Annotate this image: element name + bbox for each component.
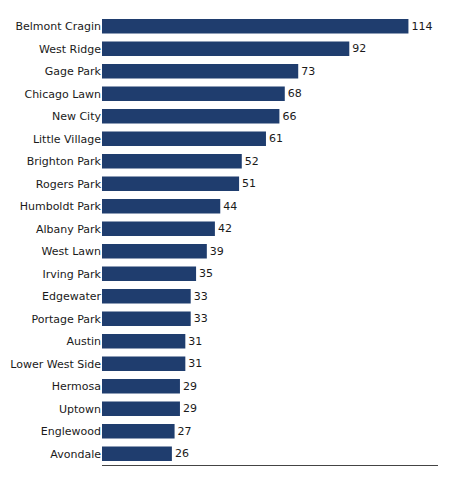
svg-text:Brighton Park: Brighton Park [27, 155, 102, 168]
svg-text:Englewood: Englewood [41, 425, 101, 438]
svg-text:Gage Park: Gage Park [45, 65, 102, 78]
svg-text:29: 29 [183, 380, 197, 393]
svg-text:Hermosa: Hermosa [52, 380, 101, 393]
svg-text:Lower West Side: Lower West Side [10, 358, 101, 371]
svg-text:35: 35 [199, 267, 213, 280]
svg-text:Austin: Austin [66, 335, 101, 348]
svg-text:Portage Park: Portage Park [31, 313, 101, 326]
svg-text:31: 31 [188, 357, 202, 370]
svg-text:52: 52 [245, 155, 259, 168]
svg-text:Avondale: Avondale [50, 448, 101, 461]
svg-text:92: 92 [352, 42, 366, 55]
svg-text:51: 51 [242, 177, 256, 190]
svg-text:Little Village: Little Village [33, 133, 101, 146]
svg-text:33: 33 [194, 290, 208, 303]
svg-text:Humboldt Park: Humboldt Park [20, 200, 102, 213]
svg-text:Edgewater: Edgewater [42, 290, 102, 303]
svg-text:68: 68 [288, 87, 302, 100]
svg-text:33: 33 [194, 312, 208, 325]
svg-text:61: 61 [269, 132, 283, 145]
svg-text:66: 66 [282, 110, 296, 123]
svg-text:Rogers Park: Rogers Park [36, 178, 102, 191]
svg-text:26: 26 [175, 447, 189, 460]
svg-text:73: 73 [301, 65, 315, 78]
svg-text:29: 29 [183, 402, 197, 415]
svg-text:44: 44 [223, 200, 237, 213]
svg-text:Belmont Cragin: Belmont Cragin [15, 20, 101, 33]
svg-text:39: 39 [210, 245, 224, 258]
svg-text:Chicago Lawn: Chicago Lawn [24, 88, 101, 101]
svg-text:Uptown: Uptown [59, 403, 101, 416]
svg-text:New City: New City [52, 110, 102, 123]
svg-text:West Ridge: West Ridge [39, 43, 101, 56]
svg-text:27: 27 [178, 425, 192, 438]
svg-text:42: 42 [218, 222, 232, 235]
svg-text:31: 31 [188, 335, 202, 348]
svg-text:West Lawn: West Lawn [42, 245, 101, 258]
svg-text:114: 114 [411, 20, 432, 33]
svg-text:Albany Park: Albany Park [36, 223, 102, 236]
svg-text:Irving Park: Irving Park [42, 268, 101, 281]
